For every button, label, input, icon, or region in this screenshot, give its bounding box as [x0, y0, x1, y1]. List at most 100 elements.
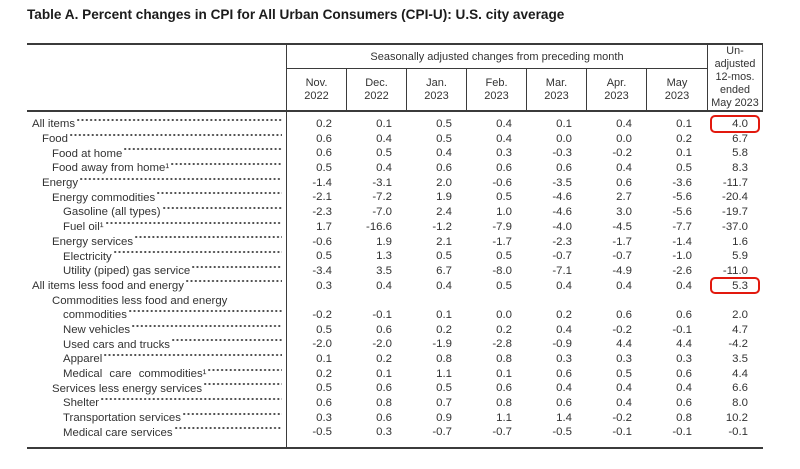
month-column-header: Nov. 2022: [287, 69, 347, 110]
table-row: Medical care commodities¹ 0.2 0.1 1.1 0.1 0.6…: [27, 367, 763, 382]
value-cell: 0.6: [376, 323, 392, 336]
table-row: Gasoline (all types) -2.3 -7.0 2.4 1.0 -4.6 3.…: [27, 205, 763, 220]
value-cell: 0.5: [316, 382, 332, 395]
row-label-text: Gasoline (all types): [63, 206, 161, 219]
row-label-line: Apparel: [27, 352, 287, 367]
unadjusted-value-cell: -11.7: [722, 176, 748, 189]
page-title: Table A. Percent changes in CPI for All …: [27, 7, 565, 22]
value-cell: -4.9: [612, 264, 632, 277]
unadjusted-value-cell: 1.6: [732, 235, 748, 248]
value-cell: 0.5: [376, 147, 392, 160]
value-cell: -0.5: [312, 426, 332, 439]
row-label-text: Food at home: [52, 147, 123, 160]
value-cell: -3.5: [552, 176, 572, 189]
value-cell: 0.6: [676, 397, 692, 410]
table-row: All items less food and energy 0.3 0.4 0.4 0…: [27, 276, 763, 295]
row-label: Apparel: [27, 352, 287, 367]
month-year: 2023: [424, 89, 449, 102]
row-label-text: All items: [32, 118, 76, 131]
value-cell: 0.7: [436, 397, 452, 410]
value-cell: 0.6: [676, 367, 692, 380]
unadjusted-value-cell: -4.2: [728, 338, 748, 351]
unadjusted-value-cell: -11.0: [722, 264, 748, 277]
value-cell: 0.5: [496, 279, 512, 292]
value-cell: 0.4: [676, 279, 692, 292]
value-cell: -7.1: [552, 264, 572, 277]
value-cell: -0.2: [612, 323, 632, 336]
value-cell: 1.9: [436, 191, 452, 204]
month-year: 2023: [484, 89, 509, 102]
row-label: Transportation services: [27, 411, 287, 426]
value-cell: 0.1: [436, 308, 452, 321]
row-label-line: Electricity: [27, 249, 287, 264]
unadjusted-value-cell: 4.7: [732, 323, 748, 336]
row-label: Energy services: [27, 235, 287, 250]
value-cell: 0.6: [376, 411, 392, 424]
table-row: New vehicles 0.5 0.6 0.2 0.2 0.4 -0.2 -0.1 4.7: [27, 323, 763, 338]
value-cell: -0.2: [612, 411, 632, 424]
value-cell: -0.7: [552, 250, 572, 263]
month-column-header: Feb. 2023: [467, 69, 527, 110]
unadjusted-value-cell: 4.0: [707, 115, 763, 133]
row-label: Used cars and trucks: [27, 337, 287, 352]
row-label-text: Services less energy services: [52, 382, 203, 395]
row-label-line: All items: [27, 117, 287, 132]
row-label-text: Fuel oil¹: [63, 221, 104, 234]
unadjusted-value-cell: 8.0: [732, 397, 748, 410]
value-cell: 0.4: [616, 279, 632, 292]
table-row: Fuel oil¹ 1.7 -16.6 -1.2 -7.9 -4.0 -4.5 -7.7 -37…: [27, 220, 763, 235]
month-year: 2022: [364, 89, 389, 102]
row-label: Utility (piped) gas service: [27, 264, 287, 279]
value-cell: 0.8: [376, 397, 392, 410]
value-cell: 0.6: [676, 308, 692, 321]
unadjusted-header-line: ended: [719, 83, 751, 96]
value-cell: -0.9: [552, 338, 572, 351]
value-cell: 0.3: [616, 353, 632, 366]
row-label-line: Medical care services: [27, 425, 287, 440]
table-row: Food 0.6 0.4 0.5 0.4 0.0 0.0 0.2 6.7: [27, 132, 763, 147]
value-cell: -3.1: [372, 176, 392, 189]
value-cell: -2.1: [312, 191, 332, 204]
month-name: Jan.: [426, 76, 447, 89]
value-cell: 2.1: [436, 235, 452, 248]
row-label: Food: [27, 132, 287, 147]
value-cell: 0.6: [316, 147, 332, 160]
value-cell: 0.3: [316, 279, 332, 292]
table-header: Seasonally adjusted changes from precedi…: [27, 45, 763, 112]
value-cell: -0.2: [312, 308, 332, 321]
month-name: Nov.: [305, 76, 328, 89]
value-cell: 0.6: [316, 397, 332, 410]
row-label-line: All items less food and energy: [27, 279, 287, 294]
highlight-box: [710, 115, 760, 133]
value-cell: 0.1: [676, 147, 692, 160]
value-cell: -4.5: [612, 220, 632, 233]
month-year: 2023: [664, 89, 690, 102]
month-year: 2023: [544, 89, 569, 102]
unadjusted-value-cell: 6.7: [732, 132, 748, 145]
value-cell: 4.4: [616, 338, 632, 351]
value-cell: 0.8: [676, 411, 692, 424]
value-cell: -7.2: [372, 191, 392, 204]
row-label-text: Medical care services: [63, 426, 173, 439]
value-cell: 0.4: [556, 323, 572, 336]
month-headers: Nov. 2022 Dec. 2022 Jan. 2023 Feb. 2023 Mar. 2023…: [287, 69, 707, 110]
row-label: Food at home: [27, 146, 287, 161]
row-label-text: New vehicles: [63, 323, 131, 336]
value-cell: 0.4: [556, 279, 572, 292]
value-cell: -1.9: [432, 338, 452, 351]
row-label-text: Food away from home¹: [52, 162, 170, 175]
row-label-text: Apparel: [63, 353, 103, 366]
unadjusted-value-cell: 6.6: [732, 382, 748, 395]
table-row: Services less energy services 0.5 0.6 0.5 0.…: [27, 381, 763, 396]
row-label-line: Energy commodities: [27, 190, 287, 205]
value-cell: 1.1: [496, 411, 512, 424]
row-label: Food away from home¹: [27, 161, 287, 176]
value-cell: -0.1: [672, 323, 692, 336]
table-row: Energy -1.4 -3.1 2.0 -0.6 -3.5 0.6 -3.6 -11.7: [27, 176, 763, 191]
month-column-header: Dec. 2022: [347, 69, 407, 110]
table-row: Food at home 0.6 0.5 0.4 0.3 -0.3 -0.2 0.1 5.8: [27, 146, 763, 161]
unadjusted-value-cell: -20.4: [722, 191, 748, 204]
value-cell: 0.1: [316, 353, 332, 366]
row-label-line: New vehicles: [27, 323, 287, 338]
unadjusted-value-cell: 8.3: [732, 162, 748, 175]
